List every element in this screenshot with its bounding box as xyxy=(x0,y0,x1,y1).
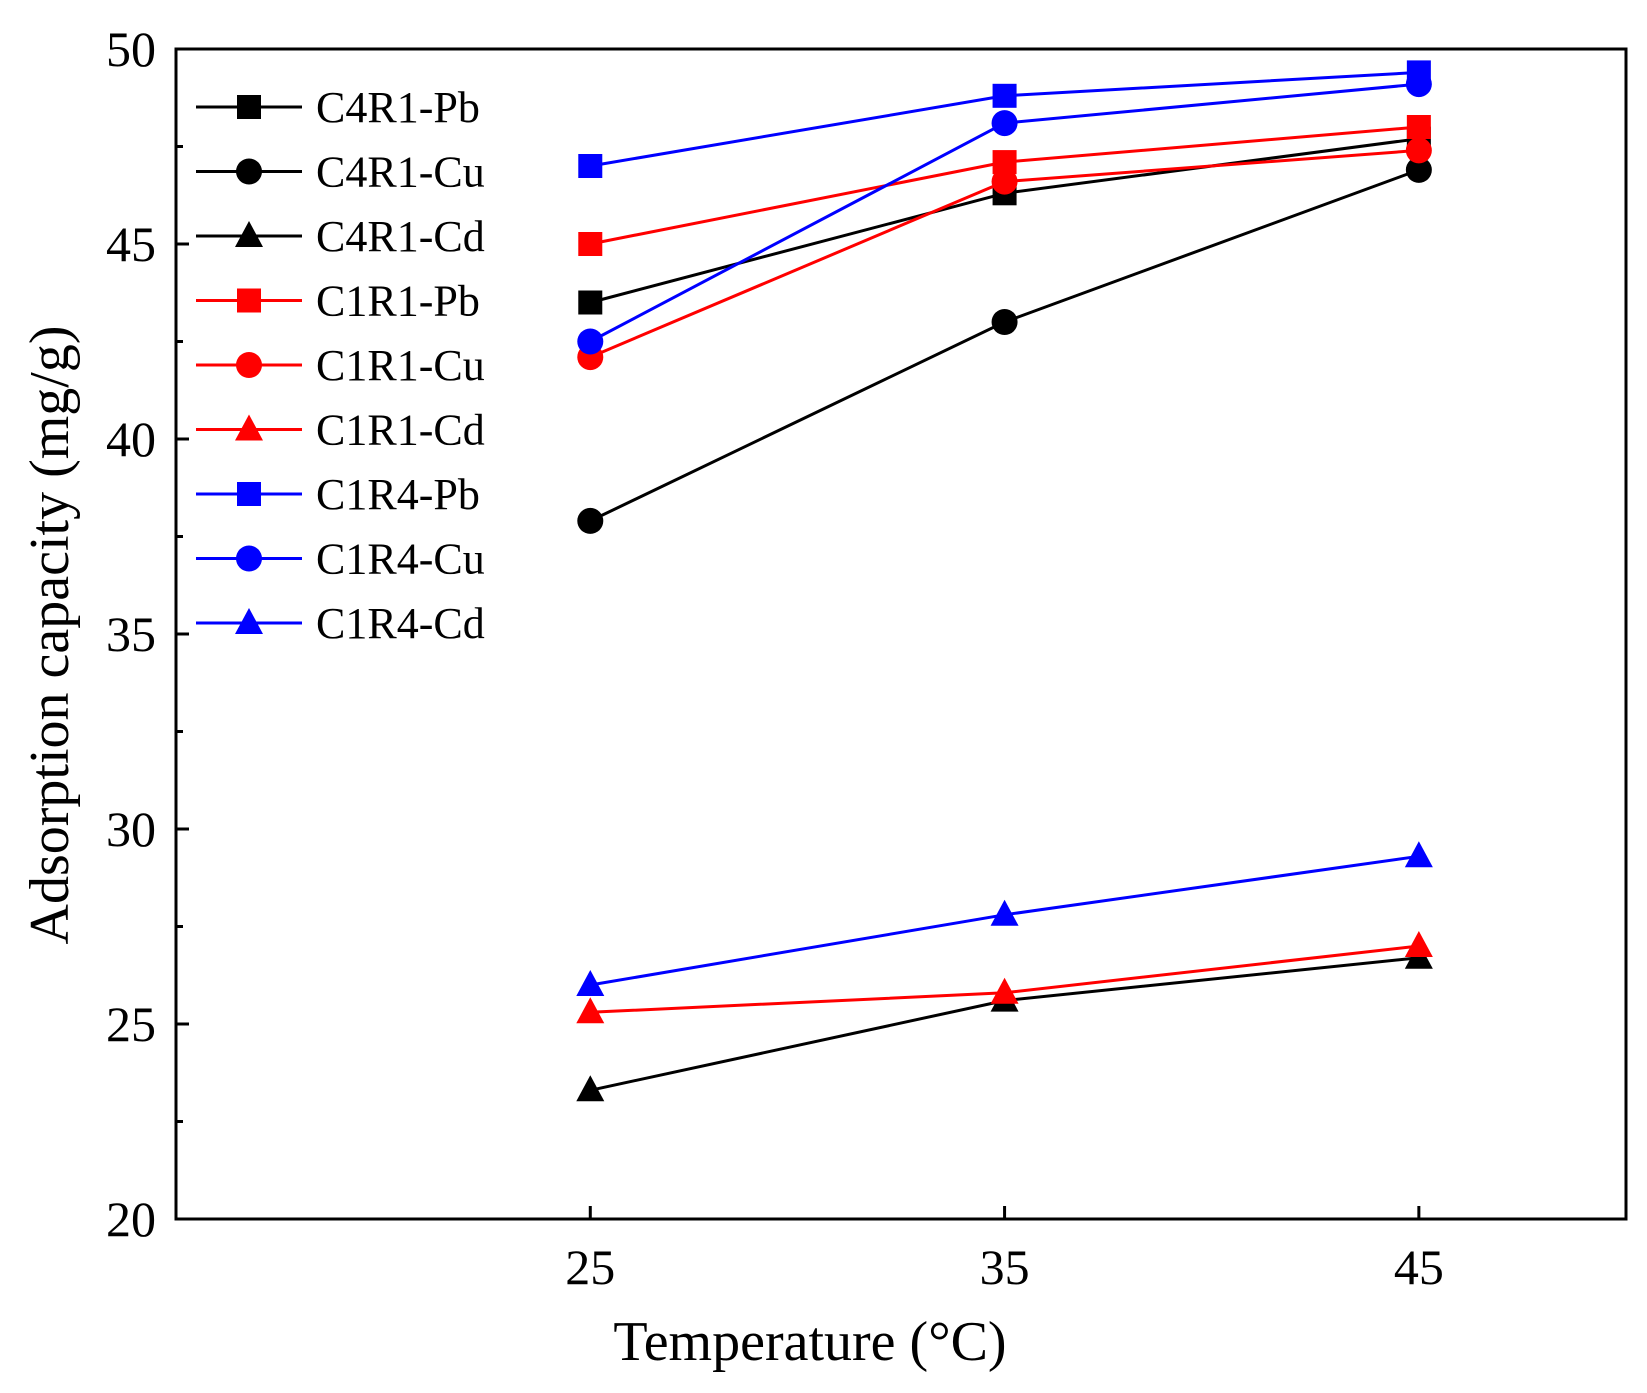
data-point-c1r4-cd xyxy=(990,899,1019,926)
data-point-c4r1-cd xyxy=(576,1075,605,1102)
data-point-c1r1-cd xyxy=(576,997,605,1024)
y-tick-label: 20 xyxy=(106,1191,156,1247)
legend-label: C1R1-Cd xyxy=(316,406,485,455)
y-tick-label: 40 xyxy=(106,411,156,467)
legend-entry-c1r1-pb: C1R1-Pb xyxy=(196,277,480,326)
legend-entry-c1r1-cd: C1R1-Cd xyxy=(196,406,485,455)
y-axis-title: Adsorption capacity (mg/g) xyxy=(19,326,81,945)
series-c1r1-pb xyxy=(578,115,1431,256)
series-line-c4r1-cu xyxy=(589,168,1420,523)
series-c1r1-cu xyxy=(577,137,1432,371)
series-line-c4r1-cd xyxy=(589,956,1420,1092)
data-point-c1r4-cu xyxy=(991,110,1018,137)
data-point-c1r1-pb xyxy=(1406,115,1431,139)
legend-marker xyxy=(236,352,262,378)
legend-marker xyxy=(235,608,263,634)
legend-label: C4R1-Cu xyxy=(316,148,485,197)
y-tick-label: 45 xyxy=(106,216,156,272)
legend-entry-c4r1-cu: C4R1-Cu xyxy=(196,148,485,197)
legend-label: C1R4-Pb xyxy=(316,470,480,519)
data-point-c1r1-cd xyxy=(1404,931,1433,957)
legend-label: C1R1-Cu xyxy=(316,341,485,390)
legend-label: C4R1-Cd xyxy=(316,212,485,261)
legend-label: C4R1-Pb xyxy=(316,83,480,132)
legend-entry-c1r4-cd: C1R4-Cd xyxy=(196,599,485,648)
legend-marker xyxy=(237,288,261,313)
series-c1r1-cd xyxy=(576,931,1433,1024)
x-axis-title: Temperature (°C) xyxy=(613,1311,1006,1373)
legend-entry-c1r4-cu: C1R4-Cu xyxy=(196,535,485,584)
data-point-c4r1-cu xyxy=(991,309,1018,335)
series-c1r4-cd xyxy=(576,841,1433,996)
x-tick-label: 35 xyxy=(980,1239,1030,1295)
legend-entry-c4r1-pb: C4R1-Pb xyxy=(196,83,480,132)
legend-entry-c1r1-cu: C1R1-Cu xyxy=(196,341,485,390)
y-tick-label: 50 xyxy=(106,21,156,77)
data-point-c1r1-cu xyxy=(991,168,1018,195)
legend: C4R1-Pb C4R1-Cu C4R1-Cd C1R1-Pb C1R1-Cu C1R1-… xyxy=(196,83,485,648)
data-point-c1r4-cd xyxy=(1404,841,1433,868)
x-tick-label: 45 xyxy=(1394,1239,1444,1295)
y-tick-label: 30 xyxy=(106,801,156,857)
axes-layer: 20 25 30 35 40 45 50 25 35 45 xyxy=(106,21,1444,1295)
legend-marker xyxy=(235,221,263,247)
data-point-c4r1-cu xyxy=(577,507,604,534)
legend-label: C1R4-Cu xyxy=(316,535,485,584)
legend-label: C1R4-Cd xyxy=(316,599,485,648)
legend-entry-c1r4-pb: C1R4-Pb xyxy=(196,470,480,519)
legend-marker xyxy=(235,414,263,441)
y-tick-label: 35 xyxy=(106,606,156,662)
data-point-c1r4-cu xyxy=(577,328,604,355)
legend-marker xyxy=(236,545,262,572)
data-point-c1r1-pb xyxy=(578,232,603,256)
data-point-c1r1-cu xyxy=(1405,137,1432,164)
data-point-c1r4-pb xyxy=(992,83,1017,108)
y-tick-label: 25 xyxy=(106,996,156,1052)
data-point-c1r4-cu xyxy=(1405,71,1432,98)
legend-entry-c4r1-cd: C4R1-Cd xyxy=(196,212,485,261)
legend-marker xyxy=(237,482,261,506)
data-point-c4r1-cu xyxy=(1405,156,1432,183)
legend-label: C1R1-Pb xyxy=(316,277,480,326)
legend-marker xyxy=(236,158,262,185)
series-layer xyxy=(576,60,1433,1102)
legend-marker xyxy=(237,95,261,119)
data-point-c1r1-cd xyxy=(990,977,1019,1004)
x-tick-label: 25 xyxy=(565,1239,615,1295)
series-c1r4-cu xyxy=(577,71,1432,355)
data-point-c1r4-cd xyxy=(576,970,605,996)
data-point-c1r4-pb xyxy=(578,154,603,178)
series-c4r1-cu xyxy=(577,156,1432,534)
data-point-c4r1-pb xyxy=(578,290,603,315)
